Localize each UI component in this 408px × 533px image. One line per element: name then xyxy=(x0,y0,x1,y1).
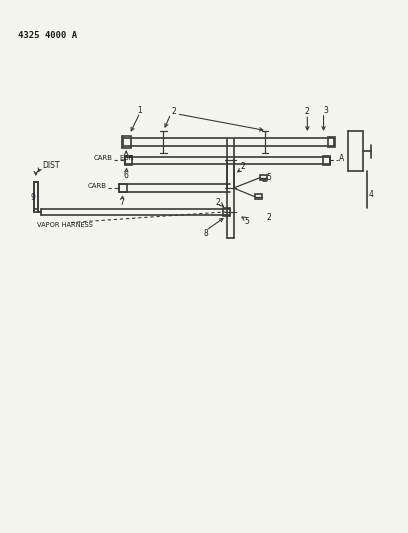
Text: 7: 7 xyxy=(120,198,124,207)
Text: 1: 1 xyxy=(137,106,142,115)
Text: A: A xyxy=(339,155,344,164)
Text: 8: 8 xyxy=(204,229,208,238)
Text: 3: 3 xyxy=(323,106,328,115)
Text: EGR: EGR xyxy=(119,155,133,161)
Text: 2: 2 xyxy=(240,162,245,171)
Text: 2: 2 xyxy=(267,213,272,222)
Text: 9: 9 xyxy=(30,193,35,202)
Bar xyxy=(223,208,230,216)
Bar xyxy=(119,184,126,192)
Text: 2: 2 xyxy=(305,107,310,116)
Bar xyxy=(122,136,131,148)
Bar xyxy=(124,156,132,165)
Text: 4325 4000 A: 4325 4000 A xyxy=(18,30,77,39)
Bar xyxy=(328,137,335,147)
Text: 4: 4 xyxy=(368,190,373,199)
Text: DIST: DIST xyxy=(42,161,60,170)
Bar xyxy=(323,156,330,165)
Text: VAPOR HARNESS: VAPOR HARNESS xyxy=(37,222,93,228)
Text: 6: 6 xyxy=(124,171,129,180)
Text: 2: 2 xyxy=(171,107,176,116)
Text: CARB: CARB xyxy=(88,183,107,189)
Text: 5: 5 xyxy=(266,173,271,182)
Text: 5: 5 xyxy=(244,217,249,226)
Bar xyxy=(260,175,267,180)
Bar xyxy=(255,194,262,199)
Text: CARB: CARB xyxy=(94,155,113,161)
Text: 2: 2 xyxy=(215,198,220,207)
